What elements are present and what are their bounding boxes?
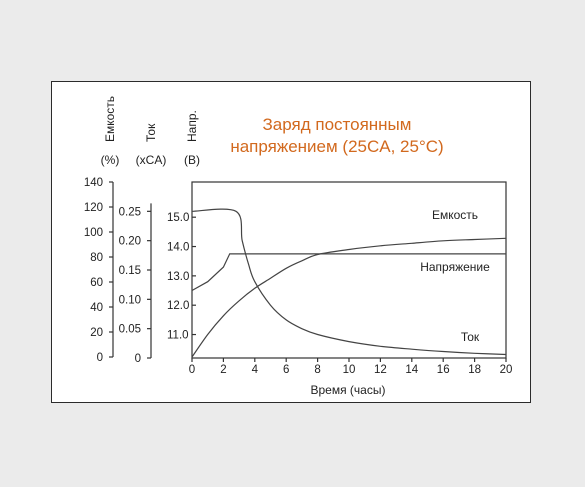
- x-tick-label: 2: [220, 364, 226, 376]
- tick-label-voltage: 11.0: [167, 330, 189, 342]
- x-tick-label: 12: [374, 364, 387, 376]
- x-tick-label: 4: [252, 364, 259, 376]
- tick-label-capacity: 0: [97, 352, 103, 364]
- charge-chart: Заряд постоянным напряжением (25CA, 25°C…: [84, 96, 513, 397]
- series-label-capacity: Емкость: [432, 208, 478, 222]
- axis-unit-voltage: (B): [184, 153, 200, 167]
- tick-label-current: 0.05: [119, 324, 141, 336]
- tick-label-current: 0.20: [119, 236, 141, 248]
- tick-label-capacity: 120: [84, 202, 103, 214]
- tick-label-voltage: 13.0: [167, 271, 189, 283]
- x-tick-label: 18: [468, 364, 481, 376]
- x-tick-label: 14: [405, 364, 418, 376]
- chart-frame: Заряд постоянным напряжением (25CA, 25°C…: [51, 81, 531, 403]
- axis-title-capacity: Емкость: [103, 96, 117, 142]
- tick-label-current: 0: [135, 353, 141, 365]
- tick-label-current: 0.25: [119, 206, 141, 218]
- chart-title-line-1: Заряд постоянным: [263, 115, 412, 134]
- tick-label-capacity: 140: [84, 177, 103, 189]
- series-line-current: [191, 208, 507, 356]
- axis-unit-current: (xCA): [136, 153, 167, 167]
- x-tick-label: 8: [314, 364, 320, 376]
- tick-label-capacity: 20: [90, 327, 103, 339]
- chart-title-line-2: напряжением (25CA, 25°C): [230, 137, 443, 156]
- x-tick-label: 6: [283, 364, 289, 376]
- series-line-voltage: [191, 253, 506, 292]
- tick-label-capacity: 100: [84, 227, 103, 239]
- tick-label-current: 0.15: [119, 265, 141, 277]
- series-label-voltage: Напряжение: [420, 260, 490, 274]
- tick-label-capacity: 60: [90, 277, 103, 289]
- axis-title-voltage: Напр.: [185, 110, 199, 142]
- series-line-capacity: [191, 237, 507, 358]
- tick-label-voltage: 12.0: [167, 300, 189, 312]
- tick-label-capacity: 40: [90, 302, 103, 314]
- x-axis-label: Время (часы): [311, 383, 386, 397]
- series-label-current: Ток: [461, 330, 480, 344]
- x-tick-label: 0: [189, 364, 195, 376]
- x-tick-label: 16: [437, 364, 450, 376]
- tick-label-current: 0.10: [119, 294, 141, 306]
- tick-label-capacity: 80: [90, 252, 103, 264]
- tick-label-voltage: 14.0: [167, 242, 189, 254]
- x-tick-label: 10: [343, 364, 356, 376]
- tick-label-voltage: 15.0: [167, 212, 189, 224]
- x-tick-label: 20: [500, 364, 513, 376]
- axis-title-current: Ток: [144, 123, 158, 142]
- axis-unit-capacity: (%): [101, 153, 120, 167]
